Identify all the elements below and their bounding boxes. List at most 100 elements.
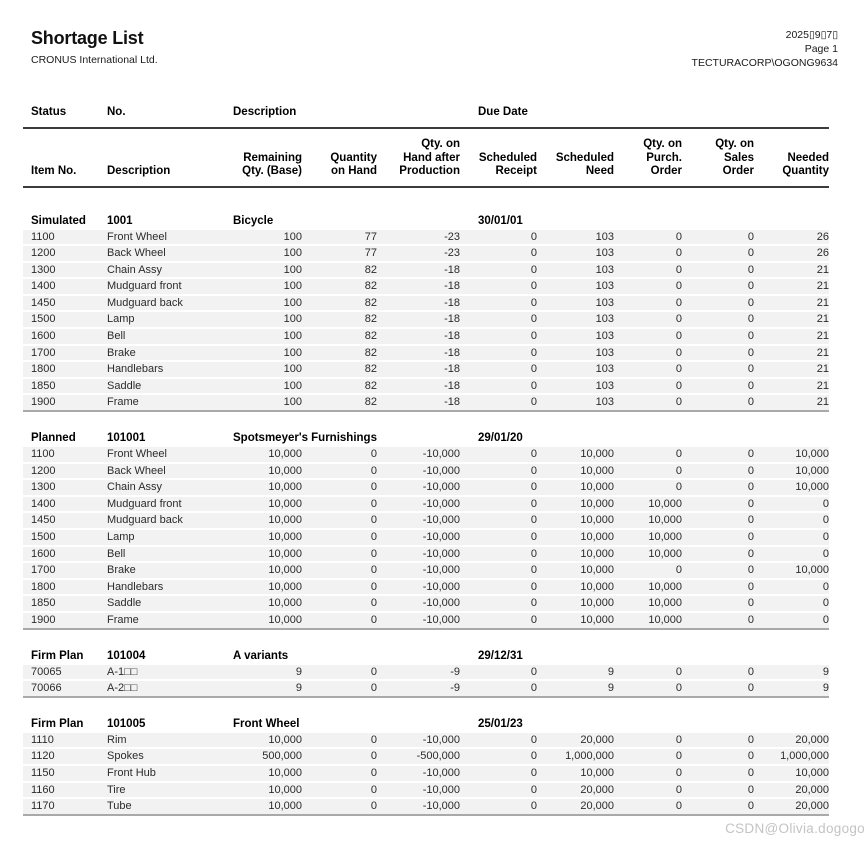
cell-needed-quantity: 0 <box>822 613 829 626</box>
cell-needed-quantity: 21 <box>816 346 829 359</box>
cell-needed-quantity: 21 <box>816 363 829 376</box>
cell-scheduled-receipt: 0 <box>530 800 537 813</box>
group-description: Bicycle <box>233 214 274 227</box>
page-title: Shortage List <box>31 28 144 48</box>
cell-qty-on-sales-order: 0 <box>747 263 754 276</box>
cell-qty-on-sales-order: 0 <box>747 547 754 560</box>
cell-quantity-on-hand: 0 <box>370 750 377 763</box>
cell-qty-on-purch-order: 0 <box>675 800 682 813</box>
col-header-scheduled-need: Scheduled Need <box>555 151 614 178</box>
cell-quantity-on-hand: 82 <box>364 280 377 293</box>
cell-scheduled-need: 10,000 <box>580 597 614 610</box>
cell-description: A-2□□ <box>107 682 138 695</box>
cell-item-no: 70066 <box>31 682 62 695</box>
group-due-date: 29/12/31 <box>478 649 523 662</box>
cell-item-no: 1800 <box>31 363 56 376</box>
cell-remaining-qty-base: 10,000 <box>268 613 302 626</box>
cell-description: Mudguard back <box>107 514 183 527</box>
header-due-date: Due Date <box>478 106 528 118</box>
cell-scheduled-receipt: 0 <box>530 464 537 477</box>
cell-scheduled-receipt: 0 <box>530 750 537 763</box>
shortage-table: Status No. Description Due Date Item No. Desc… <box>23 104 829 816</box>
cell-scheduled-need: 103 <box>595 263 614 276</box>
cell-scheduled-receipt: 0 <box>530 330 537 343</box>
cell-quantity-on-hand: 82 <box>364 346 377 359</box>
cell-qty-on-hand-after-production: -23 <box>444 230 460 243</box>
cell-remaining-qty-base: 9 <box>295 682 302 695</box>
cell-description: Front Hub <box>107 766 156 779</box>
cell-scheduled-need: 103 <box>595 396 614 409</box>
table-row: 1700 Brake 100 82 -18 0 103 0 0 21 <box>23 345 829 363</box>
cell-remaining-qty-base: 10,000 <box>268 497 302 510</box>
cell-scheduled-receipt: 0 <box>530 346 537 359</box>
table-row: 70065 A-1□□ 9 0 -9 0 9 0 0 9 <box>23 664 829 682</box>
group-rows: 1110 Rim 10,000 0 -10,000 0 20,000 0 0 20,000 1120… <box>23 732 829 816</box>
cell-quantity-on-hand: 0 <box>370 481 377 494</box>
cell-qty-on-hand-after-production: -10,000 <box>422 783 460 796</box>
cell-description: Tire <box>107 783 126 796</box>
cell-needed-quantity: 0 <box>822 597 829 610</box>
report-user: TECTURACORP\OGONG9634 <box>691 57 838 69</box>
cell-qty-on-sales-order: 0 <box>747 564 754 577</box>
cell-item-no: 1150 <box>31 766 55 779</box>
report-header-right: 2025▯9▯7▯ Page 1 TECTURACORP\OGONG9634 <box>692 28 838 70</box>
cell-remaining-qty-base: 100 <box>283 330 302 343</box>
cell-quantity-on-hand: 0 <box>370 733 377 746</box>
cell-qty-on-hand-after-production: -18 <box>444 296 460 309</box>
report-group-header: Firm Plan 101004 A variants 29/12/31 <box>23 648 829 665</box>
table-row: 1450 Mudguard back 100 82 -18 0 103 0 0 21 <box>23 295 829 313</box>
table-row: 1110 Rim 10,000 0 -10,000 0 20,000 0 0 20,000 <box>23 732 829 750</box>
cell-qty-on-hand-after-production: -10,000 <box>422 733 460 746</box>
cell-needed-quantity: 21 <box>816 263 829 276</box>
cell-remaining-qty-base: 10,000 <box>268 733 302 746</box>
cell-qty-on-sales-order: 0 <box>747 330 754 343</box>
table-row: 1800 Handlebars 100 82 -18 0 103 0 0 21 <box>23 362 829 379</box>
cell-qty-on-purch-order: 0 <box>675 230 682 243</box>
cell-description: Tube <box>107 800 132 813</box>
cell-description: Rim <box>107 733 127 746</box>
cell-scheduled-receipt: 0 <box>530 514 537 527</box>
cell-qty-on-hand-after-production: -18 <box>444 330 460 343</box>
cell-description: Brake <box>107 346 136 359</box>
cell-description: Lamp <box>107 313 135 326</box>
table-row: 1600 Bell 10,000 0 -10,000 0 10,000 10,000 0 0 <box>23 546 829 564</box>
cell-scheduled-receipt: 0 <box>530 783 537 796</box>
cell-description: Handlebars <box>107 580 164 593</box>
cell-scheduled-need: 10,000 <box>580 531 614 543</box>
table-row: 1900 Frame 100 82 -18 0 103 0 0 21 <box>23 395 829 411</box>
cell-remaining-qty-base: 10,000 <box>268 448 302 461</box>
cell-scheduled-receipt: 0 <box>530 613 537 626</box>
cell-item-no: 1110 <box>31 733 54 746</box>
table-row: 1800 Handlebars 10,000 0 -10,000 0 10,000 10,00… <box>23 579 829 597</box>
cell-qty-on-sales-order: 0 <box>747 800 754 813</box>
cell-scheduled-need: 103 <box>595 379 614 392</box>
cell-needed-quantity: 21 <box>816 379 829 392</box>
group-status: Firm Plan <box>31 649 84 662</box>
cell-scheduled-need: 10,000 <box>580 547 614 560</box>
cell-qty-on-sales-order: 0 <box>747 313 754 326</box>
cell-item-no: 1400 <box>31 497 56 510</box>
cell-qty-on-sales-order: 0 <box>747 379 754 392</box>
cell-qty-on-hand-after-production: -18 <box>444 313 460 326</box>
cell-quantity-on-hand: 0 <box>370 800 377 813</box>
table-row: 1170 Tube 10,000 0 -10,000 0 20,000 0 0 20,000 <box>23 799 829 814</box>
cell-quantity-on-hand: 82 <box>364 396 377 409</box>
cell-remaining-qty-base: 100 <box>283 313 302 326</box>
group-description: Spotsmeyer's Furnishings <box>233 432 377 445</box>
cell-remaining-qty-base: 10,000 <box>268 531 302 543</box>
cell-qty-on-hand-after-production: -18 <box>444 263 460 276</box>
cell-quantity-on-hand: 82 <box>364 379 377 392</box>
cell-qty-on-sales-order: 0 <box>747 296 754 309</box>
cell-description: Frame <box>107 613 139 626</box>
cell-item-no: 1900 <box>31 396 56 409</box>
cell-item-no: 1450 <box>31 296 56 309</box>
cell-qty-on-purch-order: 0 <box>675 564 682 577</box>
cell-needed-quantity: 0 <box>822 580 829 593</box>
cell-qty-on-sales-order: 0 <box>747 783 754 796</box>
cell-qty-on-purch-order: 0 <box>675 379 682 392</box>
cell-remaining-qty-base: 100 <box>283 230 302 243</box>
group-rows: 1100 Front Wheel 100 77 -23 0 103 0 0 26 1200 Back … <box>23 229 829 413</box>
cell-qty-on-hand-after-production: -10,000 <box>422 514 460 527</box>
cell-remaining-qty-base: 10,000 <box>268 547 302 560</box>
